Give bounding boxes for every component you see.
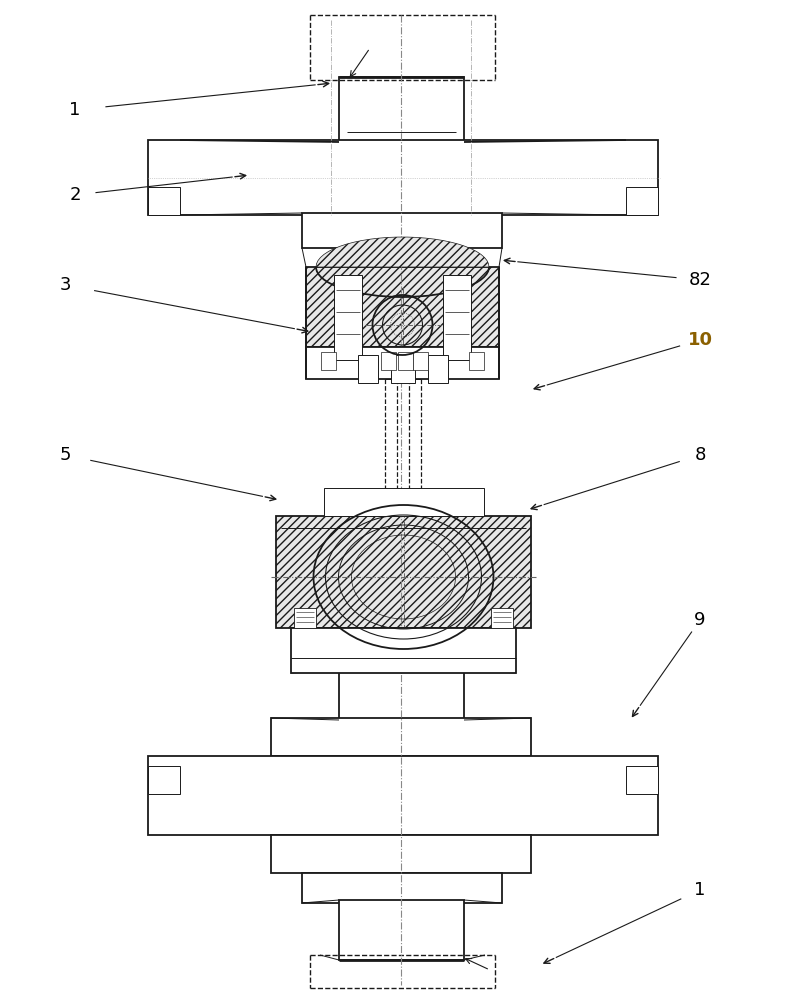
Polygon shape	[321, 352, 336, 370]
Polygon shape	[626, 187, 658, 215]
Polygon shape	[316, 237, 489, 267]
Polygon shape	[626, 766, 658, 794]
Polygon shape	[306, 267, 499, 347]
Polygon shape	[148, 756, 658, 835]
Polygon shape	[469, 352, 484, 370]
Polygon shape	[148, 766, 180, 794]
Polygon shape	[491, 608, 513, 628]
Text: 8: 8	[695, 446, 706, 464]
Text: 10: 10	[687, 331, 712, 349]
Polygon shape	[302, 873, 502, 903]
Polygon shape	[148, 187, 180, 215]
Text: 9: 9	[695, 611, 706, 629]
Polygon shape	[398, 352, 412, 370]
Text: 3: 3	[59, 276, 71, 294]
Polygon shape	[391, 355, 415, 383]
Polygon shape	[294, 608, 316, 628]
Polygon shape	[276, 516, 531, 628]
Text: 1: 1	[69, 101, 81, 119]
Polygon shape	[443, 275, 471, 360]
Text: 1: 1	[695, 881, 706, 899]
Polygon shape	[358, 355, 378, 383]
Polygon shape	[271, 835, 531, 873]
Polygon shape	[412, 352, 427, 370]
Polygon shape	[334, 275, 362, 360]
Polygon shape	[427, 355, 448, 383]
Polygon shape	[380, 352, 395, 370]
Polygon shape	[291, 628, 516, 673]
Polygon shape	[148, 140, 658, 215]
Polygon shape	[271, 718, 531, 756]
Text: 82: 82	[689, 271, 711, 289]
Text: 2: 2	[69, 186, 81, 204]
Polygon shape	[339, 77, 464, 142]
Polygon shape	[302, 213, 502, 248]
Polygon shape	[306, 347, 499, 379]
Polygon shape	[339, 900, 464, 960]
Polygon shape	[323, 488, 484, 516]
Polygon shape	[339, 670, 464, 720]
Text: 5: 5	[59, 446, 71, 464]
